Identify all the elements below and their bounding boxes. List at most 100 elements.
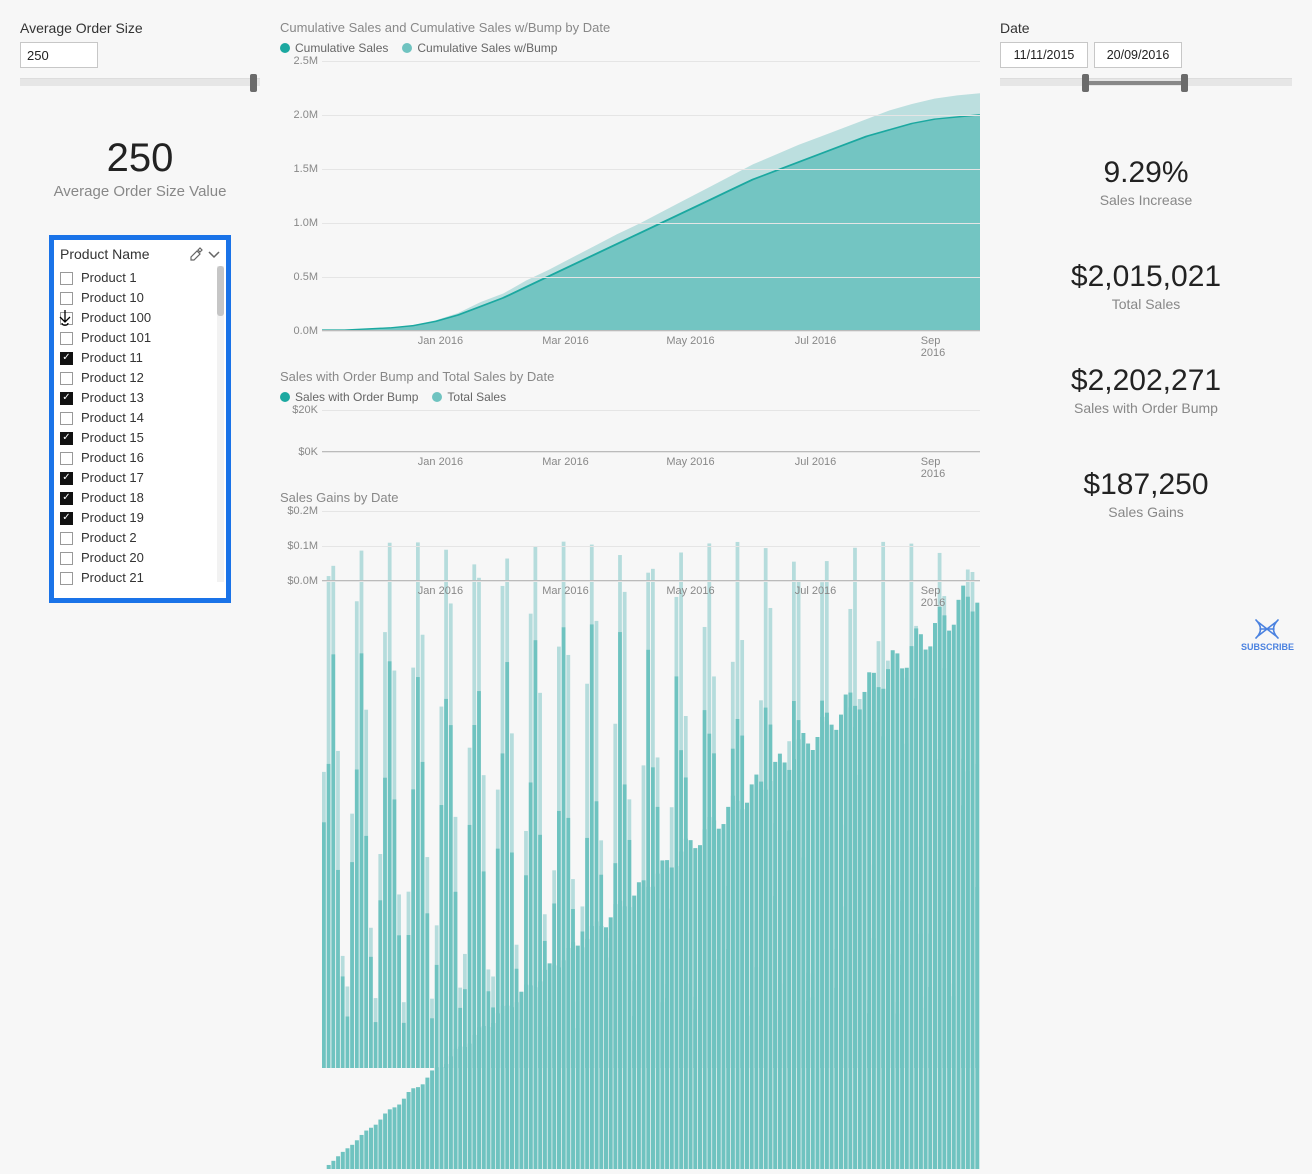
kpi-block: 9.29%Sales Increase <box>1000 156 1292 208</box>
y-tick-label: 0.0M <box>280 325 318 337</box>
legend-label: Cumulative Sales <box>295 41 388 55</box>
x-tick-label: Mar 2016 <box>542 335 588 347</box>
checkbox[interactable] <box>60 412 73 425</box>
erase-icon[interactable] <box>188 246 204 262</box>
list-item[interactable]: ✓Product 11 <box>60 348 226 368</box>
product-slicer: Product Name Product 1Product 10Product … <box>49 235 231 603</box>
list-item[interactable]: Product 16 <box>60 448 226 468</box>
checkbox[interactable] <box>60 292 73 305</box>
x-tick-label: Sep 2016 <box>921 456 960 480</box>
checkbox[interactable]: ✓ <box>60 432 73 445</box>
gridline <box>322 223 980 224</box>
dashboard: Average Order Size 250 Average Order Siz… <box>0 0 1312 676</box>
x-tick-label: Mar 2016 <box>542 456 588 468</box>
product-slicer-scrollbar[interactable] <box>217 266 224 582</box>
checkbox[interactable] <box>60 372 73 385</box>
y-tick-label: 2.0M <box>280 109 318 121</box>
list-item-label: Product 2 <box>81 528 137 548</box>
list-item-label: Product 101 <box>81 328 151 348</box>
checkbox[interactable] <box>60 572 73 585</box>
checkbox[interactable]: ✓ <box>60 472 73 485</box>
checkbox[interactable] <box>60 272 73 285</box>
legend-swatch <box>280 43 290 53</box>
y-tick-label: 2.5M <box>280 55 318 67</box>
gridline <box>322 410 980 411</box>
list-item-label: Product 19 <box>81 508 144 528</box>
date-range-slider[interactable] <box>1000 78 1292 86</box>
list-item-label: Product 17 <box>81 468 144 488</box>
gridline <box>322 169 980 170</box>
list-item[interactable]: ✓ Product 17 <box>60 468 226 488</box>
legend-label: Sales with Order Bump <box>295 390 418 404</box>
kpi-value: $2,015,021 <box>1000 260 1292 294</box>
list-item[interactable]: Product 1 <box>60 268 226 288</box>
list-item[interactable]: ✓ Product 13 <box>60 388 226 408</box>
chart1: Jan 2016Mar 2016May 2016Jul 2016Sep 2016… <box>280 61 980 351</box>
date-range-thumb-from[interactable] <box>1082 74 1089 92</box>
checkbox[interactable] <box>60 532 73 545</box>
list-item-label: Product 100 <box>81 308 151 328</box>
avg-order-size-slider[interactable] <box>20 78 260 86</box>
legend-swatch <box>402 43 412 53</box>
checkbox[interactable] <box>60 452 73 465</box>
checkbox[interactable] <box>60 312 73 325</box>
chart2: Jan 2016Mar 2016May 2016Jul 2016Sep 2016… <box>280 410 980 472</box>
list-item[interactable]: ✓Product 18 <box>60 488 226 508</box>
legend-item: Sales with Order Bump <box>280 390 418 404</box>
gridline <box>322 277 980 278</box>
x-tick-label: Jan 2016 <box>418 585 463 597</box>
checkbox[interactable]: ✓ <box>60 492 73 505</box>
kpi-value: $187,250 <box>1000 468 1292 502</box>
x-tick-label: Sep 2016 <box>921 335 960 359</box>
checkbox[interactable]: ✓ <box>60 392 73 405</box>
chart1-title: Cumulative Sales and Cumulative Sales w/… <box>280 20 980 35</box>
date-range-thumb-to[interactable] <box>1181 74 1188 92</box>
list-item-label: Product 14 <box>81 408 144 428</box>
checkbox[interactable] <box>60 332 73 345</box>
gridline <box>322 61 980 62</box>
kpi-label: Sales Gains <box>1000 504 1292 520</box>
x-tick-label: Jan 2016 <box>418 335 463 347</box>
list-item[interactable]: Product 12 <box>60 368 226 388</box>
legend-item: Cumulative Sales w/Bump <box>402 41 557 55</box>
chart3: Jan 2016Mar 2016May 2016Jul 2016Sep 2016… <box>280 511 980 601</box>
y-tick-label: $0K <box>280 446 318 458</box>
legend-swatch <box>432 392 442 402</box>
list-item[interactable]: ✓ Product 15 <box>60 428 226 448</box>
list-item[interactable]: Product 101 <box>60 328 226 348</box>
list-item-label: Product 15 <box>81 428 144 448</box>
legend-item: Total Sales <box>432 390 506 404</box>
avg-order-size-input[interactable] <box>20 42 98 68</box>
x-tick-label: Jan 2016 <box>418 456 463 468</box>
chevron-down-icon[interactable] <box>206 246 222 262</box>
checkbox[interactable]: ✓ <box>60 352 73 365</box>
list-item[interactable]: Product 10 <box>60 288 226 308</box>
list-item[interactable]: Product 14 <box>60 408 226 428</box>
chart2-plot <box>322 410 980 452</box>
chart2-x-axis: Jan 2016Mar 2016May 2016Jul 2016Sep 2016 <box>322 454 980 472</box>
avg-order-size-slider-thumb[interactable] <box>250 74 257 92</box>
y-tick-label: $20K <box>280 404 318 416</box>
subscribe-badge[interactable]: SUBSCRIBE <box>1241 618 1294 652</box>
date-inputs <box>1000 42 1292 68</box>
checkbox[interactable]: ✓ <box>60 512 73 525</box>
list-item[interactable]: Product 20 <box>60 548 226 568</box>
list-item-label: Product 13 <box>81 388 144 408</box>
x-tick-label: Jul 2016 <box>795 335 837 347</box>
checkbox[interactable] <box>60 552 73 565</box>
right-column: Date 9.29%Sales Increase$2,015,021Total … <box>1000 20 1292 666</box>
date-to-input[interactable] <box>1094 42 1182 68</box>
date-from-input[interactable] <box>1000 42 1088 68</box>
left-column: Average Order Size 250 Average Order Siz… <box>20 20 260 666</box>
list-item-label: Product 21 <box>81 568 144 586</box>
product-slicer-scrollthumb[interactable] <box>217 266 224 316</box>
x-tick-label: Jul 2016 <box>795 585 837 597</box>
list-item[interactable]: Product 2 <box>60 528 226 548</box>
gridline <box>322 581 980 582</box>
product-slicer-header: Product Name <box>60 246 226 262</box>
list-item[interactable]: Product 21 <box>60 568 226 586</box>
y-tick-label: $0.1M <box>280 540 318 552</box>
list-item[interactable]: Product 100 <box>60 308 226 328</box>
list-item[interactable]: ✓ Product 19 <box>60 508 226 528</box>
legend-label: Cumulative Sales w/Bump <box>417 41 557 55</box>
